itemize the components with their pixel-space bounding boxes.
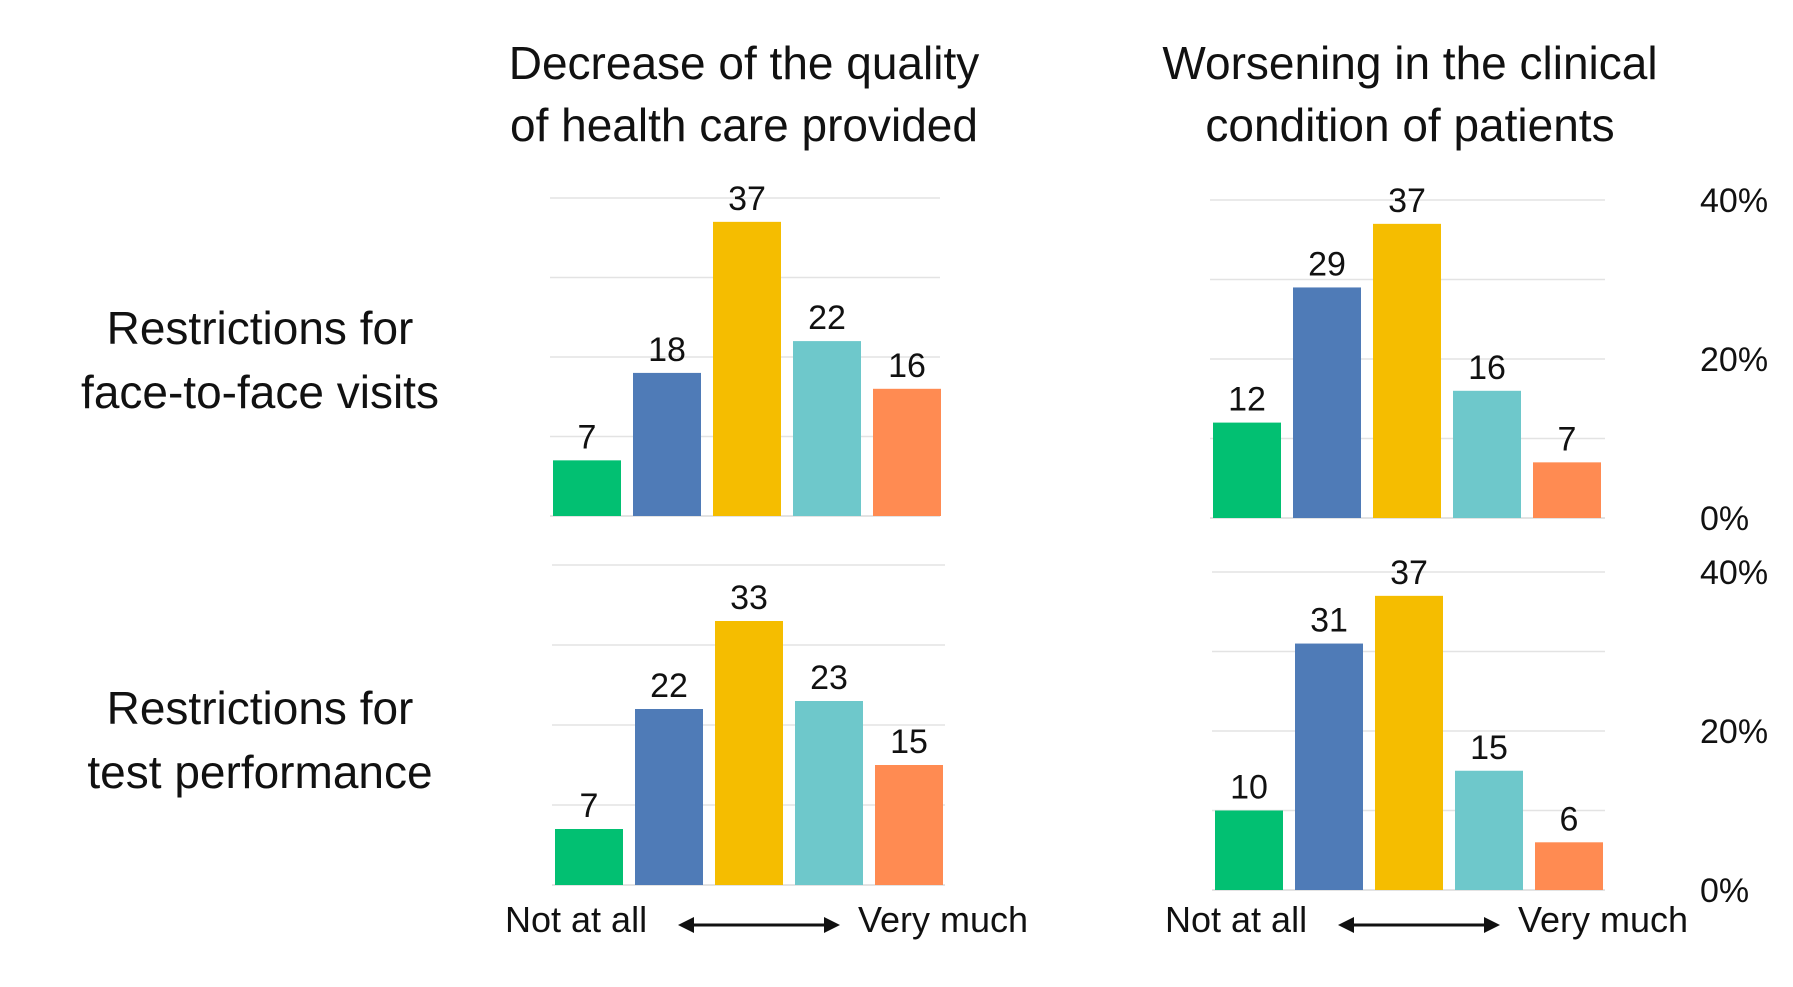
bar-0-3 <box>793 341 861 516</box>
column-title-clinical: Worsening in the clinical condition of p… <box>1100 32 1720 156</box>
data-label-0-4: 16 <box>888 347 926 385</box>
data-label-3-3: 15 <box>1470 729 1508 767</box>
scale-arrow-left-head-0 <box>678 917 694 933</box>
scale-low-label-left: Not at all <box>505 899 648 940</box>
data-label-3-0: 10 <box>1230 769 1268 807</box>
tick-label-1-2: 40% <box>1700 182 1768 220</box>
data-label-1-1: 29 <box>1308 245 1346 283</box>
row-label-visits-line1: Restrictions for <box>106 302 414 354</box>
data-label-2-0: 7 <box>580 787 599 825</box>
bar-1-0 <box>1213 422 1281 518</box>
bar-0-4 <box>873 388 941 516</box>
tick-label-3-0: 0% <box>1700 872 1749 910</box>
data-label-3-2: 37 <box>1390 554 1428 592</box>
bar-1-1 <box>1293 287 1361 518</box>
data-label-2-2: 33 <box>730 579 768 617</box>
scale-high-label-right: Very much <box>1518 899 1689 940</box>
bar-1-2 <box>1373 223 1441 518</box>
row-label-tests: Restrictions for test performance <box>30 676 490 804</box>
data-label-1-4: 7 <box>1558 420 1577 458</box>
data-label-3-1: 31 <box>1310 602 1348 640</box>
data-label-0-1: 18 <box>648 331 686 369</box>
bar-3-3 <box>1455 770 1523 890</box>
data-label-2-3: 23 <box>810 659 848 697</box>
row-label-visits-line2: face-to-face visits <box>81 366 439 418</box>
data-label-1-3: 16 <box>1468 349 1506 387</box>
bar-0-2 <box>713 221 781 516</box>
data-label-3-4: 6 <box>1560 800 1579 838</box>
bar-3-1 <box>1295 643 1363 890</box>
bar-1-3 <box>1453 390 1521 518</box>
data-label-1-0: 12 <box>1228 381 1266 419</box>
bar-2-4 <box>875 765 943 885</box>
tick-label-1-0: 0% <box>1700 500 1749 538</box>
scale-high-label-left: Very much <box>858 899 1029 940</box>
column-title-quality: Decrease of the quality of health care p… <box>434 32 1054 156</box>
tick-label-1-1: 20% <box>1700 341 1768 379</box>
scale-low-label-right: Not at all <box>1165 899 1308 940</box>
row-label-tests-line1: Restrictions for <box>106 682 414 734</box>
tick-label-3-2: 40% <box>1700 554 1768 592</box>
bar-2-0 <box>555 829 623 885</box>
bar-0-0 <box>553 460 621 516</box>
scale-arrow-right-head-1 <box>1484 917 1500 933</box>
scale-arrow-left-head-1 <box>1338 917 1354 933</box>
data-label-2-1: 22 <box>650 667 688 705</box>
bar-2-1 <box>635 709 703 885</box>
column-title-clinical-line2: condition of patients <box>1205 99 1615 151</box>
data-label-2-4: 15 <box>890 723 928 761</box>
data-label-1-2: 37 <box>1388 182 1426 220</box>
data-label-0-3: 22 <box>808 299 846 337</box>
scale-arrow-right-head-0 <box>824 917 840 933</box>
data-label-0-0: 7 <box>578 418 597 456</box>
row-label-visits: Restrictions for face-to-face visits <box>30 296 490 424</box>
bar-3-4 <box>1535 842 1603 890</box>
tick-label-3-1: 20% <box>1700 713 1768 751</box>
bar-2-2 <box>715 621 783 885</box>
column-title-quality-line1: Decrease of the quality <box>508 37 980 89</box>
bar-3-0 <box>1215 810 1283 890</box>
bar-2-3 <box>795 701 863 885</box>
column-title-quality-line2: of health care provided <box>510 99 978 151</box>
bar-1-4 <box>1533 462 1601 518</box>
bar-3-2 <box>1375 595 1443 890</box>
data-label-0-2: 37 <box>728 180 766 218</box>
row-label-tests-line2: test performance <box>87 746 433 798</box>
column-title-clinical-line1: Worsening in the clinical <box>1162 37 1658 89</box>
bar-0-1 <box>633 372 701 516</box>
